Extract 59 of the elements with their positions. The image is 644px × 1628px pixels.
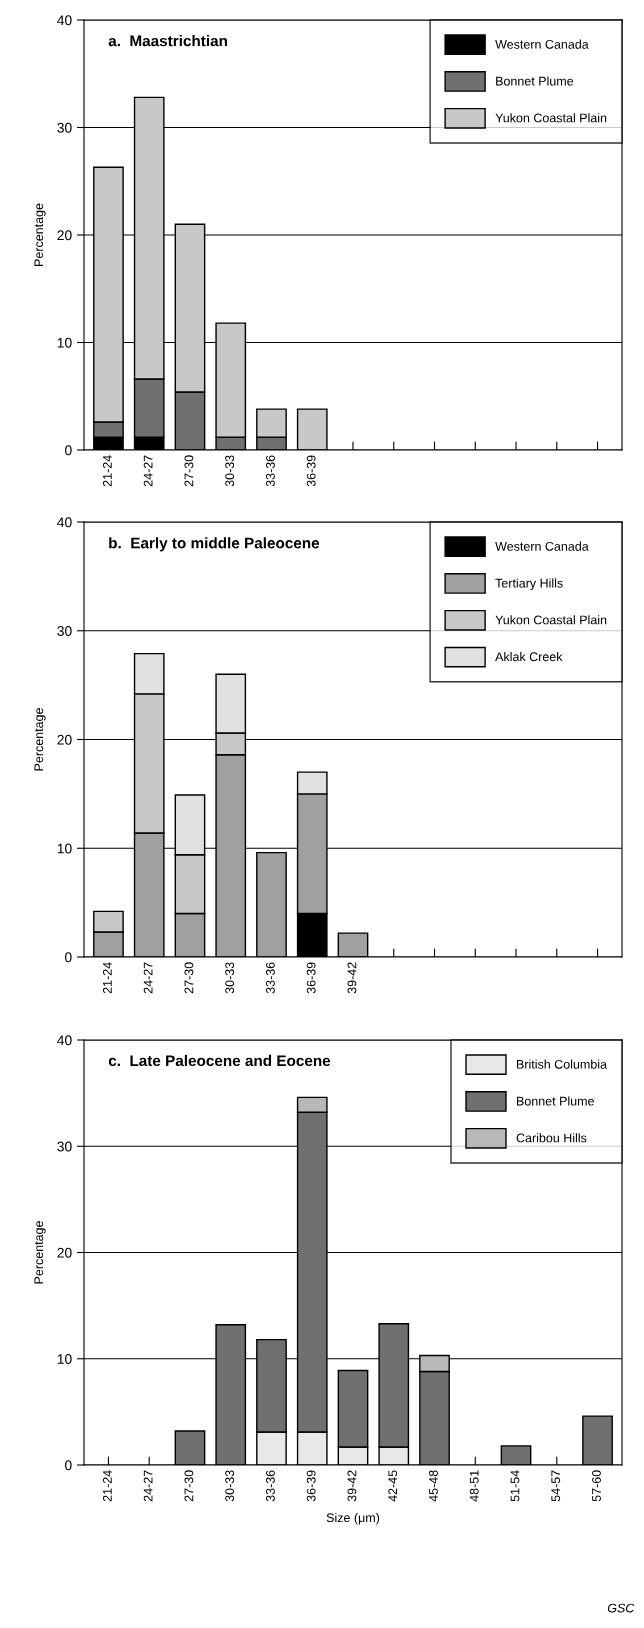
text: GSC	[607, 1603, 635, 1613]
x-tick-label: 24-27	[143, 962, 153, 994]
x-tick-label: 36-39	[306, 455, 316, 487]
legend-label: Aklak Creek	[495, 652, 563, 662]
x-tick-label: 21-24	[102, 455, 112, 487]
x-tick-label: 51-54	[510, 1470, 520, 1502]
legend-label: Western Canada	[495, 39, 589, 49]
legend-label: Yukon Coastal Plain	[495, 615, 607, 625]
legend-label: Bonnet Plume	[496, 76, 574, 86]
y-axis-title: Percentage	[34, 203, 46, 266]
legend-label: Tertiary Hills	[495, 578, 563, 591]
x-tick-label: 21-24	[102, 962, 112, 994]
x-tick-label: 30-33	[225, 1470, 235, 1502]
x-tick-label: 36-39	[306, 962, 316, 994]
x-tick-label: 33-36	[265, 455, 275, 487]
y-tick-label: 0	[65, 952, 72, 963]
y-tick-label: 30	[57, 626, 72, 636]
y-axis-title: Percentage	[34, 1221, 46, 1284]
y-tick-label: 30	[57, 1141, 72, 1152]
x-tick-label: 24-27	[143, 1470, 153, 1502]
x-tick-label: 30-33	[225, 455, 235, 487]
x-tick-label: 33-36	[265, 962, 275, 994]
y-tick-label: 10	[57, 337, 72, 348]
y-tick-label: 20	[57, 734, 72, 745]
y-tick-label: 30	[57, 122, 72, 133]
y-tick-label: 0	[65, 1460, 72, 1471]
x-tick-label: 36-39	[306, 1470, 316, 1502]
x-tick-label: 57-60	[592, 1470, 601, 1502]
legend-label: Caribou Hills	[516, 1133, 587, 1143]
y-tick-label: 40	[57, 15, 72, 26]
x-tick-label: 39-42	[347, 1470, 357, 1502]
text: c. Late Paleocene and Eocene	[108, 1054, 331, 1067]
legend-label: Yukon Coastal Plain	[495, 113, 607, 123]
x-tick-label: 42-45	[388, 1470, 398, 1502]
y-tick-label: 0	[65, 445, 72, 456]
x-tick-label: 48-51	[469, 1470, 479, 1502]
x-tick-label: 27-30	[184, 455, 194, 487]
x-tick-label: 30-33	[225, 962, 235, 994]
y-tick-label: 40	[57, 1035, 72, 1046]
y-axis-title: Percentage	[34, 708, 46, 771]
text: a. Maastrichtian	[108, 35, 227, 47]
x-tick-label: 33-36	[265, 1470, 275, 1502]
y-tick-label: 10	[57, 843, 72, 854]
legend-label: British Columbia	[517, 1059, 607, 1069]
x-axis-title: Size (μm)	[326, 1512, 380, 1525]
y-tick-label: 20	[57, 230, 72, 241]
x-tick-label: 45-48	[429, 1470, 438, 1502]
y-tick-label: 40	[57, 517, 72, 528]
legend-label: Bonnet Plume	[517, 1096, 594, 1106]
x-tick-label: 39-42	[347, 962, 357, 994]
y-tick-label: 10	[57, 1354, 72, 1364]
x-tick-label: 27-30	[184, 962, 194, 994]
x-tick-label: 27-30	[184, 1470, 194, 1502]
x-tick-label: 54-57	[551, 1470, 561, 1502]
y-tick-label: 20	[57, 1247, 72, 1258]
x-tick-label: 21-24	[102, 1470, 112, 1502]
legend-label: Western Canada	[495, 541, 589, 551]
text: b. Early to middle Paleocene	[109, 537, 320, 552]
x-tick-label: 24-27	[143, 455, 153, 487]
